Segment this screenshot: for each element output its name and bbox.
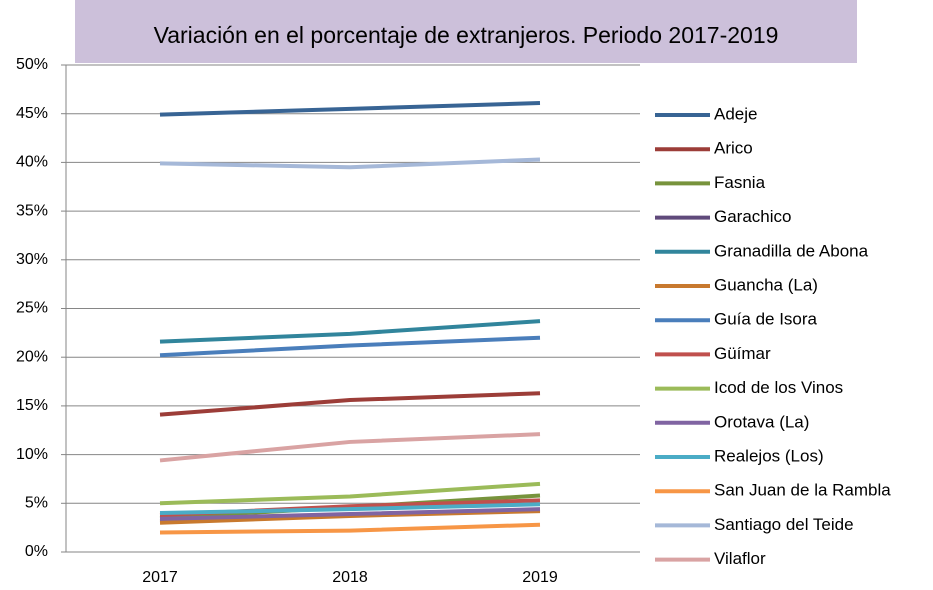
legend-label: Arico — [714, 139, 753, 158]
series-line — [159, 157, 541, 170]
y-tick-label: 35% — [16, 202, 48, 219]
y-tick-label: 15% — [16, 397, 48, 414]
x-tick-label: 2019 — [522, 569, 558, 586]
series-line — [159, 502, 541, 516]
title-box — [75, 0, 857, 63]
y-tick-label: 20% — [16, 348, 48, 365]
legend-label: Granadilla de Abona — [714, 241, 869, 260]
y-tick-label: 45% — [16, 105, 48, 122]
legend-label: Guancha (La) — [714, 275, 818, 294]
y-tick-label: 50% — [16, 56, 48, 73]
legend-label: Vilaflor — [714, 549, 766, 568]
series-line — [159, 335, 541, 358]
legend-label: Fasnia — [714, 173, 766, 192]
legend-label: Guía de Isora — [714, 310, 818, 329]
series-line — [159, 522, 541, 535]
legend-label: Adeje — [714, 104, 757, 123]
series-line — [159, 507, 541, 521]
series-line — [159, 319, 541, 344]
y-tick-label: 5% — [25, 495, 48, 512]
y-tick-label: 30% — [16, 251, 48, 268]
series-line — [159, 432, 541, 463]
y-tick-label: 10% — [16, 446, 48, 463]
y-tick-label: 40% — [16, 154, 48, 171]
legend-label: Realejos (Los) — [714, 446, 824, 465]
y-tick-label: 0% — [25, 543, 48, 560]
x-tick-label: 2017 — [142, 569, 178, 586]
legend-label: Güímar — [714, 344, 771, 363]
chart-title: Variación en el porcentaje de extranjero… — [154, 22, 779, 48]
series-line — [159, 391, 541, 417]
legend-label: Orotava (La) — [714, 412, 809, 431]
legend-label: Icod de los Vinos — [714, 378, 843, 397]
legend-label: Garachico — [714, 207, 791, 226]
y-tick-label: 25% — [16, 300, 48, 317]
legend-label: Santiago del Teide — [714, 515, 854, 534]
series-line — [159, 481, 541, 506]
legend-label: San Juan de la Rambla — [714, 481, 891, 500]
series-line — [159, 100, 541, 117]
x-tick-label: 2018 — [332, 569, 368, 586]
